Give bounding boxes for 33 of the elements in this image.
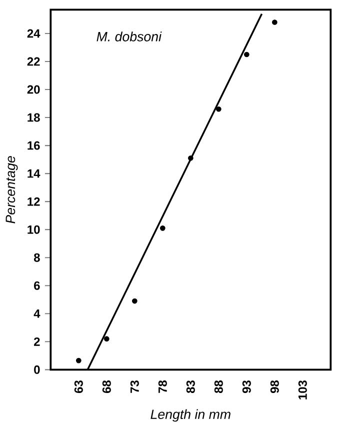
y-axis-title: Percentage bbox=[6, 156, 18, 224]
x-tick-label: 68 bbox=[102, 380, 111, 393]
x-tick-label: 88 bbox=[214, 380, 223, 394]
y-tick-label: 14 bbox=[28, 169, 40, 178]
y-tick-label: 4 bbox=[34, 310, 40, 318]
y-tick-label: 0 bbox=[34, 365, 40, 374]
x-tick-label: 98 bbox=[270, 380, 279, 393]
point bbox=[188, 155, 194, 161]
y-tick-label: 24 bbox=[27, 29, 40, 38]
x-tick-label: 93 bbox=[242, 380, 251, 393]
y-tick-label: 10 bbox=[28, 225, 40, 234]
x-axis-title: Length in mm bbox=[150, 409, 230, 422]
x-tick-label: 103 bbox=[298, 380, 307, 400]
point bbox=[104, 336, 110, 342]
y-tick-label: 12 bbox=[28, 197, 40, 206]
y-tick-label: 16 bbox=[28, 141, 40, 150]
y-tick-label: 6 bbox=[34, 281, 40, 290]
point bbox=[76, 358, 82, 364]
point bbox=[160, 226, 166, 231]
text: M. dobsoni bbox=[96, 32, 162, 42]
y-tick-label: 20 bbox=[27, 85, 40, 94]
x-tick-label: 63 bbox=[74, 380, 83, 393]
y-tick-label: 8 bbox=[34, 253, 40, 262]
y-tick-label: 2 bbox=[34, 337, 40, 346]
x-tick-label: 73 bbox=[130, 380, 139, 393]
point bbox=[132, 298, 138, 304]
y-tick-label: 22 bbox=[27, 57, 40, 66]
y-tick-label: 18 bbox=[28, 113, 40, 122]
point bbox=[216, 106, 222, 112]
point bbox=[244, 52, 250, 58]
point bbox=[272, 20, 278, 25]
x-tick-label: 78 bbox=[158, 380, 167, 393]
x-tick-label: 83 bbox=[186, 380, 195, 394]
